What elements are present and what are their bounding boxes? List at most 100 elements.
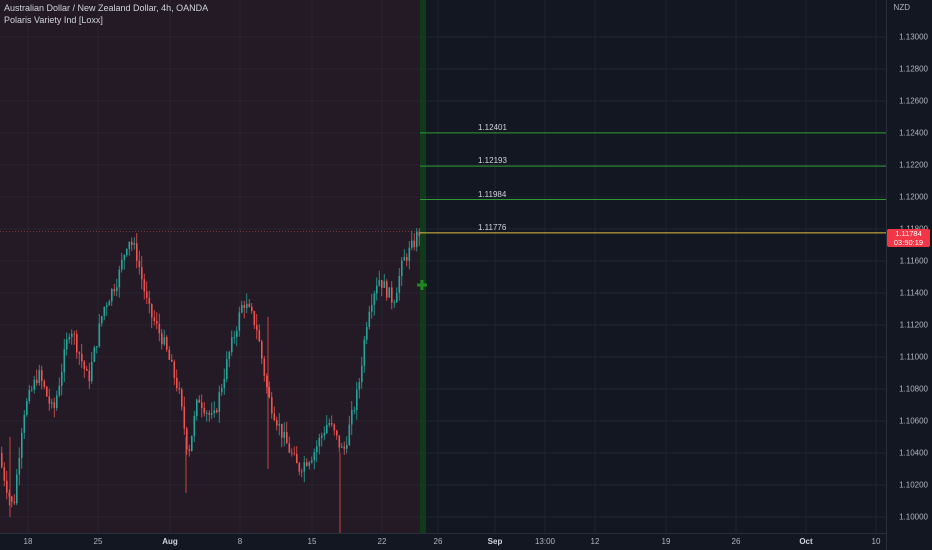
candle-body: [33, 379, 36, 390]
candle-body: [246, 303, 248, 309]
candle-body: [218, 392, 221, 413]
candle-body: [201, 402, 203, 408]
candle-body: [326, 424, 328, 434]
time-tick: 26: [731, 537, 741, 546]
candle-body: [296, 454, 298, 464]
candle-body: [166, 337, 168, 350]
indicator-legend[interactable]: Polaris Variety Ind [Loxx]: [4, 15, 103, 25]
candle-body: [8, 492, 11, 497]
symbol-legend[interactable]: Australian Dollar / New Zealand Dollar, …: [4, 3, 209, 13]
candle-body: [411, 240, 413, 248]
candle-body: [341, 446, 343, 448]
candle-body: [103, 307, 106, 317]
candle-body: [226, 359, 228, 379]
candle-body: [48, 396, 51, 404]
candle-body: [368, 311, 371, 327]
candle-body: [386, 281, 388, 298]
candle-body: [11, 496, 13, 502]
candle-body: [278, 423, 281, 426]
candle-body: [121, 259, 123, 270]
candle-body: [151, 304, 153, 318]
candle-body: [86, 369, 88, 371]
price-tick: 1.11400: [899, 288, 928, 298]
candle-body: [276, 420, 278, 426]
candle-body: [213, 410, 216, 414]
candle-body: [113, 289, 116, 292]
candle-body: [131, 241, 133, 245]
candle-body: [108, 301, 111, 306]
candle-body: [118, 269, 121, 288]
candle-body: [336, 430, 338, 436]
candle-body: [231, 337, 233, 353]
price-tick: 1.13000: [899, 32, 928, 42]
price-tick: 1.11200: [899, 320, 928, 330]
candle-body: [28, 390, 31, 402]
candle-body: [266, 375, 268, 388]
candle-body: [408, 247, 411, 261]
candle-body: [318, 437, 321, 447]
time-tick: 12: [590, 537, 600, 546]
candle-body: [311, 460, 313, 463]
candle-body: [286, 432, 288, 444]
candlestick-chart[interactable]: [0, 0, 886, 533]
candle-body: [323, 433, 326, 436]
candle-body: [413, 240, 416, 248]
candle-body: [273, 413, 276, 421]
candle-body: [298, 463, 301, 472]
candle-body: [288, 443, 291, 453]
candle-body: [71, 333, 73, 338]
candle-body: [291, 452, 293, 454]
candle-body: [306, 462, 308, 466]
candle-body: [241, 305, 243, 313]
candle-body: [256, 324, 258, 331]
candle-body: [143, 279, 146, 292]
candle-body: [186, 428, 188, 450]
candle-body: [261, 341, 263, 359]
candle-body: [191, 435, 193, 451]
candle-body: [383, 281, 386, 288]
candle-body: [391, 287, 393, 303]
candle-body: [178, 388, 181, 390]
time-tick: 22: [377, 537, 387, 546]
time-tick: Aug: [162, 537, 178, 546]
candle-body: [76, 334, 78, 353]
candle-body: [401, 260, 403, 277]
candle-body: [21, 432, 23, 458]
candle-body: [88, 370, 91, 382]
candle-body: [251, 306, 253, 312]
candle-body: [348, 424, 351, 446]
candle-body: [263, 358, 266, 376]
candle-body: [73, 333, 76, 335]
candle-body: [338, 435, 341, 448]
candle-body: [198, 399, 201, 403]
candle-body: [173, 361, 176, 378]
candle-body: [418, 231, 421, 236]
level-label: 1.12401: [478, 122, 507, 132]
candle-body: [13, 501, 16, 504]
candle-body: [56, 395, 58, 408]
price-scale[interactable]: NZD 1.13000 1.12800 1.12600 1.12400 1.12200 1…: [886, 0, 932, 550]
candle-body: [1, 453, 3, 468]
chart-area[interactable]: Australian Dollar / New Zealand Dollar, …: [0, 0, 886, 533]
price-tick: 1.10800: [899, 384, 928, 394]
price-tick: 1.10400: [899, 448, 928, 458]
level-label: 1.12193: [478, 156, 507, 166]
candle-body: [123, 255, 126, 260]
time-scale[interactable]: 18 25 Aug 8 15 22 26 Sep 13:00 12 19 26 Oct 10: [0, 533, 886, 550]
candle-body: [363, 339, 366, 366]
candle-body: [381, 280, 383, 288]
candle-body: [253, 311, 256, 325]
candle-body: [148, 297, 151, 305]
time-tick: 26: [433, 537, 443, 546]
candle-body: [378, 280, 381, 286]
candle-body: [91, 361, 93, 382]
candle-body: [51, 402, 53, 404]
candle-body: [66, 339, 68, 350]
current-price-value: 1.11784: [895, 229, 922, 238]
candle-body: [238, 312, 241, 331]
price-tick: 1.12200: [899, 160, 928, 170]
candle-body: [313, 452, 316, 461]
candle-body: [31, 389, 33, 391]
time-tick: 19: [661, 537, 671, 546]
candle-body: [41, 370, 43, 381]
